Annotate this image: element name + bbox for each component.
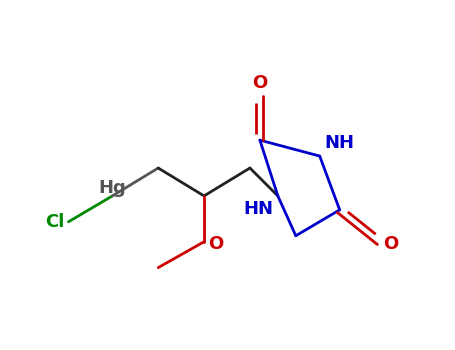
Text: Hg: Hg <box>98 179 126 197</box>
Text: HN: HN <box>244 200 274 218</box>
Text: O: O <box>384 235 399 253</box>
Text: NH: NH <box>325 134 355 152</box>
Text: O: O <box>208 235 223 253</box>
Text: O: O <box>252 74 268 92</box>
Text: Cl: Cl <box>45 213 65 231</box>
